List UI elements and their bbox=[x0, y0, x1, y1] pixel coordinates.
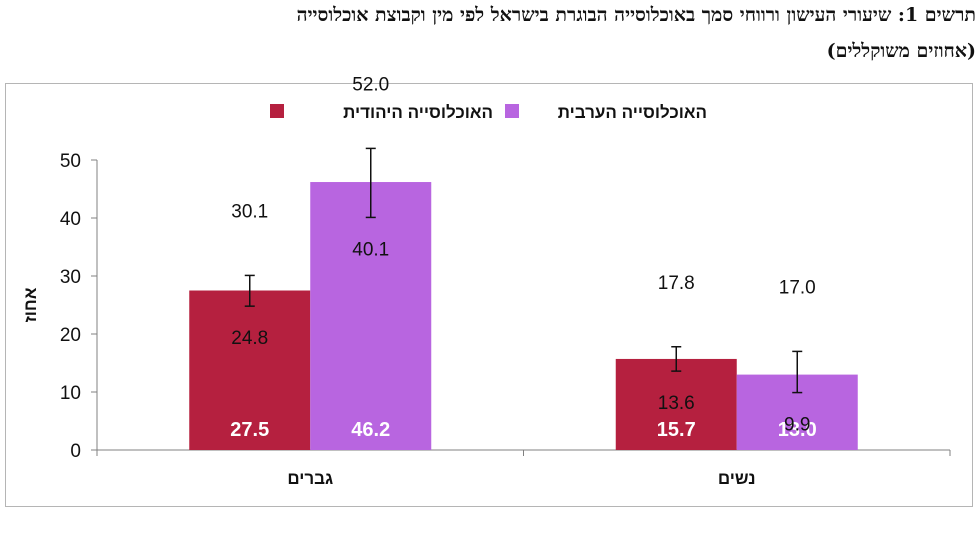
ci-upper-label: 52.0 bbox=[352, 74, 389, 95]
y-tick-label: 40 bbox=[60, 209, 81, 230]
ci-lower-label: 40.1 bbox=[352, 239, 389, 260]
bar-value-label: 27.5 bbox=[230, 419, 269, 441]
legend-swatch bbox=[270, 104, 284, 118]
y-tick-label: 10 bbox=[60, 383, 81, 404]
legend-label: האוכלוסייה היהודית bbox=[343, 103, 493, 122]
y-axis-title: אחוז bbox=[21, 287, 40, 322]
y-tick-label: 20 bbox=[60, 325, 81, 346]
x-category-label: נשים bbox=[718, 469, 756, 488]
bar-value-label: 46.2 bbox=[351, 419, 390, 441]
y-tick-label: 0 bbox=[70, 441, 81, 462]
ci-lower-label: 24.8 bbox=[231, 328, 268, 349]
bar bbox=[615, 358, 737, 450]
bar bbox=[189, 290, 311, 450]
ci-upper-label: 30.1 bbox=[231, 201, 268, 222]
y-tick-label: 50 bbox=[60, 151, 81, 172]
ci-lower-label: 9.9 bbox=[784, 415, 810, 436]
chart-frame bbox=[5, 83, 973, 507]
bar-value-label: 15.7 bbox=[657, 419, 696, 441]
bar bbox=[310, 182, 432, 451]
x-category-label: גברים bbox=[287, 469, 333, 488]
legend-swatch bbox=[505, 104, 519, 118]
ci-upper-label: 17.8 bbox=[658, 273, 695, 294]
legend-label: האוכלוסייה הערבית bbox=[558, 103, 707, 122]
ci-lower-label: 13.6 bbox=[658, 393, 695, 414]
chart-title: תרשים 1: שיעורי העישון ורווחי סמך באוכלו… bbox=[296, 4, 976, 26]
y-tick-label: 30 bbox=[60, 267, 81, 288]
ci-upper-label: 17.0 bbox=[779, 277, 816, 298]
bar-value-label: 13.0 bbox=[778, 419, 817, 441]
chart-subtitle: (אחוזים משוקללים) bbox=[826, 40, 976, 62]
